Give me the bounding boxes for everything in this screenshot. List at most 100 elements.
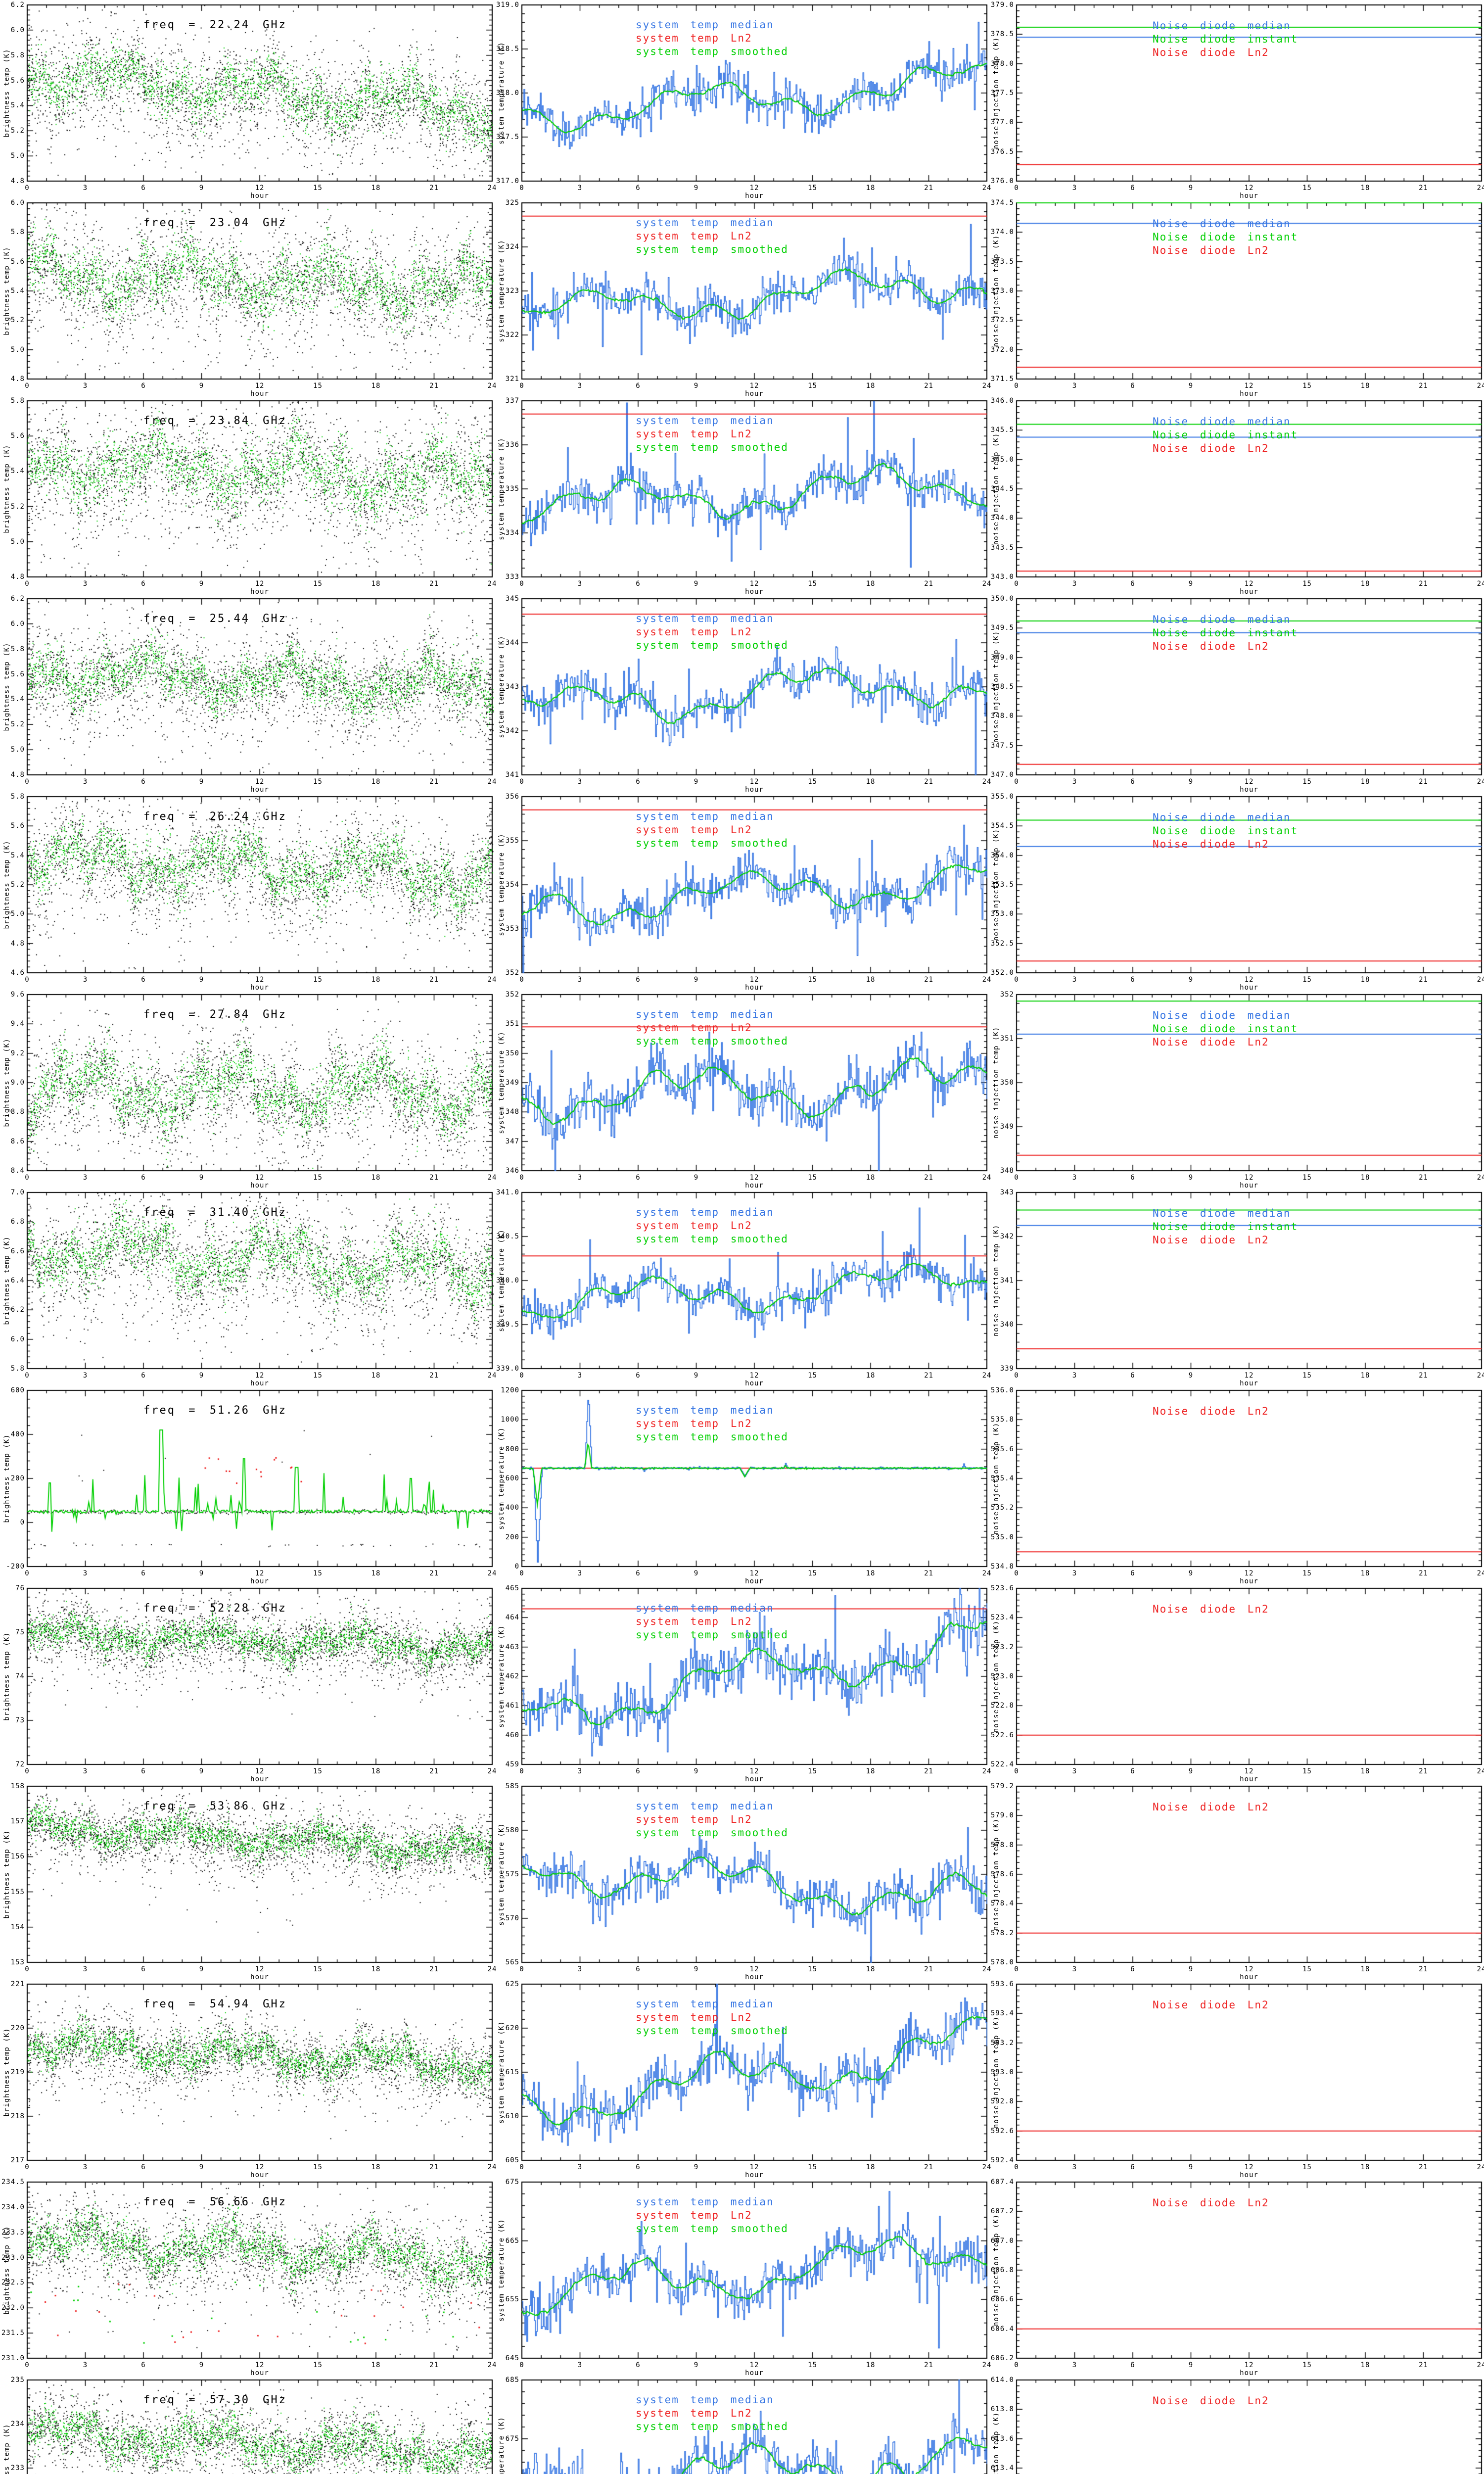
y-axis-label: noise injection temp (K) (992, 235, 1000, 347)
plot-row-7: 5.8 6.0 6.2 6.4 6.6 6.8 7.0 0 3 6 9 12 15 18 21 24 hour b… (0, 1188, 1484, 1387)
x-tick-label: 3 (1072, 184, 1077, 192)
x-tick-label: 3 (577, 184, 583, 192)
plot-canvas-brightness (0, 1188, 495, 1385)
y-tick-label: 5.4 (10, 101, 25, 110)
x-tick-label: 9 (694, 1767, 699, 1775)
y-axis-label: noise injection temp (K) (992, 1818, 1000, 1931)
x-tick-label: 12 (749, 1372, 759, 1380)
x-tick-label: 15 (1302, 382, 1312, 390)
x-tick-label: 3 (83, 1570, 88, 1577)
legend-system-temp-median: system temp median (636, 810, 774, 822)
x-tick-label: 24 (487, 1570, 497, 1577)
x-tick-label: 3 (577, 2361, 583, 2369)
x-tick-label: 18 (371, 2163, 381, 2171)
y-axis-label: system temperature (K) (498, 239, 506, 342)
legend-Noise-diode-Ln2: Noise diode Ln2 (1153, 1234, 1269, 1246)
x-tick-label: 21 (924, 1965, 933, 1973)
x-tick-label: 21 (924, 184, 933, 192)
x-tick-label: 12 (1244, 1570, 1254, 1577)
x-tick-label: 18 (866, 2361, 876, 2369)
y-tick-label: 374.5 (990, 199, 1014, 207)
y-tick-label: 349 (505, 1079, 519, 1087)
x-tick-label: 21 (429, 778, 439, 786)
y-tick-label: 606.2 (990, 2354, 1014, 2362)
y-tick-label: 6.6 (10, 1247, 25, 1255)
x-tick-label: 21 (429, 1767, 439, 1775)
x-tick-label: 15 (808, 778, 817, 786)
y-tick-label: 220 (10, 2024, 25, 2032)
plot-canvas-noise (989, 792, 1484, 990)
y-tick-label: 200 (505, 1533, 519, 1541)
y-tick-label: 322 (505, 331, 519, 339)
x-tick-label: 9 (1188, 1767, 1194, 1775)
legend-Noise-diode-instant: Noise diode instant (1153, 429, 1298, 441)
y-tick-label: 593.6 (990, 1980, 1014, 1988)
x-tick-label: 3 (1072, 1965, 1077, 1973)
y-tick-label: 578.8 (990, 1841, 1014, 1849)
x-tick-label: 15 (1302, 184, 1312, 192)
y-tick-label: 600 (10, 1386, 25, 1394)
x-tick-label: 24 (487, 580, 497, 588)
x-tick-label: 12 (749, 1174, 759, 1182)
x-tick-label: 12 (749, 2163, 759, 2171)
x-tick-label: 9 (199, 2361, 204, 2369)
x-tick-label: 3 (83, 1372, 88, 1380)
cell-brightness-r7: 5.8 6.0 6.2 6.4 6.6 6.8 7.0 0 3 6 9 12 15 18 21 24 hour b… (0, 1188, 497, 1387)
legend-Noise-diode-Ln2: Noise diode Ln2 (1153, 47, 1269, 58)
x-tick-label: 0 (1014, 1767, 1019, 1775)
y-tick-label: 352.5 (990, 939, 1014, 948)
x-tick-label: 24 (487, 1372, 497, 1380)
freq-annotation: freq = 56.66 GHz (143, 2196, 287, 2208)
x-tick-label: 24 (487, 976, 497, 984)
x-tick-label: 9 (1188, 1372, 1194, 1380)
y-tick-label: 5.6 (10, 432, 25, 440)
y-tick-label: 231.0 (1, 2354, 25, 2362)
legend-Noise-diode-instant: Noise diode instant (1153, 627, 1298, 639)
legend-Noise-diode-instant: Noise diode instant (1153, 33, 1298, 45)
plot-row-4: 4.8 5.0 5.2 5.4 5.6 5.8 6.0 6.2 0 3 6 9 12 15 18 21 24 ho… (0, 594, 1484, 794)
y-tick-label: 6.2 (10, 1306, 25, 1314)
y-tick-label: 339.0 (496, 1365, 519, 1373)
x-tick-label: 21 (924, 580, 933, 588)
y-tick-label: 4.8 (10, 771, 25, 779)
x-tick-label: 0 (519, 1174, 524, 1182)
plot-canvas-noise (989, 2177, 1484, 2375)
y-tick-label: 355.0 (990, 793, 1014, 801)
legend-Noise-diode-Ln2: Noise diode Ln2 (1153, 838, 1269, 850)
x-tick-label: 18 (371, 184, 381, 192)
y-tick-label: 592.4 (990, 2156, 1014, 2164)
cell-noise-r13: 612.8613.0613.2613.4613.6613.8614.003691… (989, 2375, 1484, 2474)
legend-system-temp-median: system temp median (636, 2394, 774, 2406)
y-axis-label: noise injection temp (K) (992, 2016, 1000, 2129)
x-tick-label: 0 (519, 382, 524, 390)
x-tick-label: 0 (25, 1570, 30, 1577)
x-tick-label: 24 (982, 184, 992, 192)
x-tick-label: 3 (1072, 1174, 1077, 1182)
x-tick-label: 18 (371, 2361, 381, 2369)
x-tick-label: 12 (749, 1570, 759, 1577)
y-tick-label: 800 (505, 1445, 519, 1453)
freq-annotation: freq = 52.28 GHz (143, 1602, 287, 1615)
x-tick-label: 18 (866, 580, 876, 588)
x-tick-label: 12 (749, 184, 759, 192)
plot-canvas-system (495, 1979, 989, 2177)
y-tick-label: 6.0 (10, 198, 25, 207)
y-tick-label: 585 (505, 1782, 519, 1790)
y-tick-label: 6.8 (10, 1218, 25, 1226)
y-tick-label: 231.5 (1, 2329, 25, 2337)
plot-canvas-system (495, 1188, 989, 1385)
y-tick-label: 336 (505, 441, 519, 449)
y-tick-label: 72 (15, 1760, 25, 1768)
y-tick-label: 232.0 (1, 2304, 25, 2312)
x-tick-label: 15 (313, 778, 323, 786)
x-tick-label: 18 (866, 2163, 876, 2171)
y-tick-label: 606.6 (990, 2295, 1014, 2304)
y-tick-label: 235 (10, 2376, 25, 2384)
y-tick-label: 372.5 (990, 316, 1014, 325)
x-tick-label: 15 (313, 1372, 323, 1380)
y-tick-label: 340.5 (496, 1233, 519, 1240)
x-tick-label: 6 (141, 1965, 146, 1973)
plot-row-13: 23123223323423503691215182124hourbrightn… (0, 2375, 1484, 2474)
y-axis-label: brightness temp (K) (3, 1236, 11, 1325)
cell-brightness-r4: 4.8 5.0 5.2 5.4 5.6 5.8 6.0 6.2 0 3 6 9 12 15 18 21 24 ho… (0, 594, 496, 794)
